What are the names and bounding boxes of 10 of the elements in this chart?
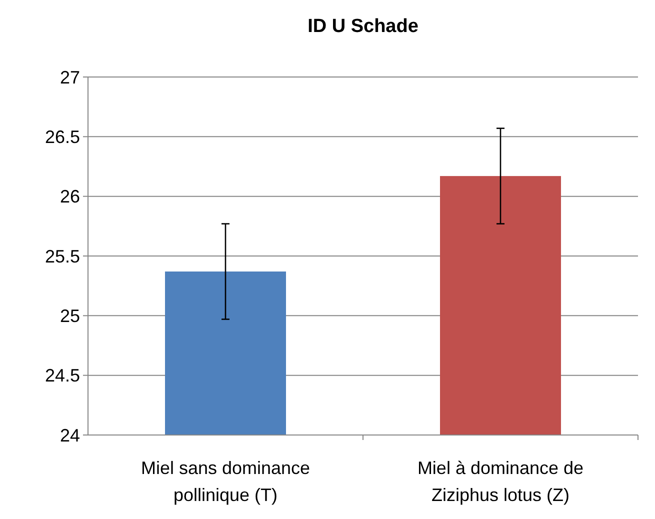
x-tick-label: Miel sans dominance pollinique (T): [140, 458, 310, 505]
y-tick-label: 25.5: [44, 246, 80, 266]
chart-title: ID U Schade: [308, 16, 418, 37]
y-tick-label: 26: [60, 186, 80, 207]
y-tick-label: 24.5: [44, 366, 80, 386]
y-tick-label: 25: [60, 306, 80, 326]
y-tick-label: 27: [60, 67, 80, 88]
x-tick-label: Miel à dominance de Ziziphus lotus (Z): [417, 458, 584, 505]
y-tick-label: 26.5: [44, 126, 80, 147]
y-tick-label: 24: [60, 425, 80, 446]
